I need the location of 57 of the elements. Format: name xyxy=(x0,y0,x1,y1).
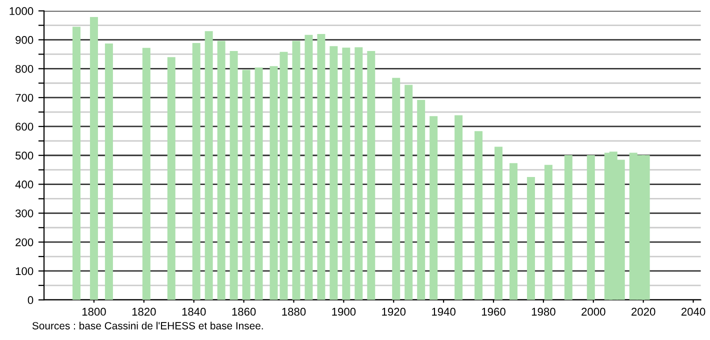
bar xyxy=(292,40,300,300)
bar xyxy=(217,40,226,300)
bar xyxy=(544,164,552,300)
bar xyxy=(254,68,263,300)
y-tick-label: 400 xyxy=(15,180,34,188)
bar xyxy=(304,34,313,300)
bar xyxy=(192,42,200,300)
bar xyxy=(526,177,535,300)
x-tick-label: 1960 xyxy=(482,308,506,316)
bar xyxy=(270,66,278,300)
y-tick-label: 1000 xyxy=(10,7,34,16)
bar xyxy=(204,31,213,300)
bar xyxy=(354,47,363,300)
bar xyxy=(404,84,413,300)
bar xyxy=(167,57,176,300)
bar xyxy=(230,51,238,300)
y-tick-label: 500 xyxy=(16,152,34,160)
y-tick-label: 300 xyxy=(15,209,34,218)
x-tick-label: 2040 xyxy=(681,308,706,316)
bar xyxy=(564,155,572,300)
x-tick-label: 1840 xyxy=(182,308,206,316)
y-tick-label: 600 xyxy=(16,122,34,131)
bar xyxy=(72,26,80,300)
y-tick-label: 200 xyxy=(16,238,34,246)
bar xyxy=(342,48,350,300)
x-tick-label: 1880 xyxy=(282,308,306,316)
bar xyxy=(242,70,250,300)
bar xyxy=(367,51,376,300)
bar xyxy=(392,78,400,300)
bar xyxy=(494,146,502,300)
y-tick-label: 700 xyxy=(16,94,34,102)
y-tick-label: 800 xyxy=(16,64,34,73)
x-tick-label: 1940 xyxy=(432,308,456,316)
source-note: Sources : base Cassini de l'EHESS et base Insee. xyxy=(32,322,263,330)
y-tick-label: 100 xyxy=(16,267,34,276)
x-tick-label: 1820 xyxy=(132,308,156,316)
bar xyxy=(509,163,518,300)
bar xyxy=(454,115,463,300)
x-tick-label: 1980 xyxy=(532,308,556,316)
bar xyxy=(586,155,595,300)
x-tick-label: 1920 xyxy=(382,308,406,316)
x-tick-label: 1800 xyxy=(82,308,106,316)
bar xyxy=(142,48,150,300)
y-tick-label: 900 xyxy=(16,36,34,44)
bar xyxy=(330,46,338,300)
bar xyxy=(474,131,483,300)
x-tick-label: 1900 xyxy=(332,308,356,316)
bar xyxy=(280,52,288,300)
bar xyxy=(104,44,113,300)
x-tick-label: 1860 xyxy=(232,308,256,316)
y-tick-label: 0 xyxy=(28,296,34,304)
bar xyxy=(317,34,326,300)
bar xyxy=(90,16,98,300)
bar xyxy=(417,100,426,300)
x-tick-label: 2020 xyxy=(632,308,656,316)
x-tick-label: 2000 xyxy=(582,308,606,316)
bar xyxy=(430,116,438,300)
